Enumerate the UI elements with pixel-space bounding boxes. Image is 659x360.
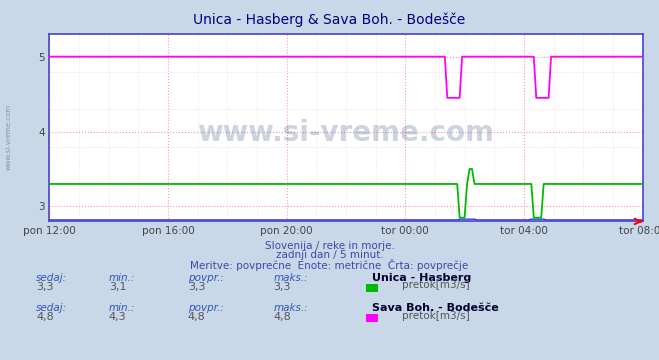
Text: sedaj:: sedaj: [36,303,67,314]
Text: www.si-vreme.com: www.si-vreme.com [5,104,12,170]
Text: Unica - Hasberg & Sava Boh. - Bodešče: Unica - Hasberg & Sava Boh. - Bodešče [193,13,466,27]
Text: pretok[m3/s]: pretok[m3/s] [402,311,470,321]
Text: Meritve: povprečne  Enote: metrične  Črta: povprečje: Meritve: povprečne Enote: metrične Črta:… [190,259,469,271]
Text: 3,1: 3,1 [109,282,127,292]
Text: povpr.:: povpr.: [188,273,223,283]
Text: maks.:: maks.: [273,273,308,283]
Text: Slovenija / reke in morje.: Slovenija / reke in morje. [264,241,395,251]
Text: pretok[m3/s]: pretok[m3/s] [402,280,470,290]
Text: www.si-vreme.com: www.si-vreme.com [198,120,494,147]
Text: zadnji dan / 5 minut.: zadnji dan / 5 minut. [275,250,384,260]
Text: 3,3: 3,3 [188,282,206,292]
Text: min.:: min.: [109,273,135,283]
Text: sedaj:: sedaj: [36,273,67,283]
Text: maks.:: maks.: [273,303,308,314]
Text: 4,8: 4,8 [273,312,291,323]
Text: min.:: min.: [109,303,135,314]
Text: 4,8: 4,8 [188,312,206,323]
Text: Unica - Hasberg: Unica - Hasberg [372,273,472,283]
Text: 4,8: 4,8 [36,312,54,323]
Text: 3,3: 3,3 [273,282,291,292]
Text: povpr.:: povpr.: [188,303,223,314]
Text: Sava Boh. - Bodešče: Sava Boh. - Bodešče [372,303,499,314]
Text: 3,3: 3,3 [36,282,54,292]
Text: 4,3: 4,3 [109,312,127,323]
